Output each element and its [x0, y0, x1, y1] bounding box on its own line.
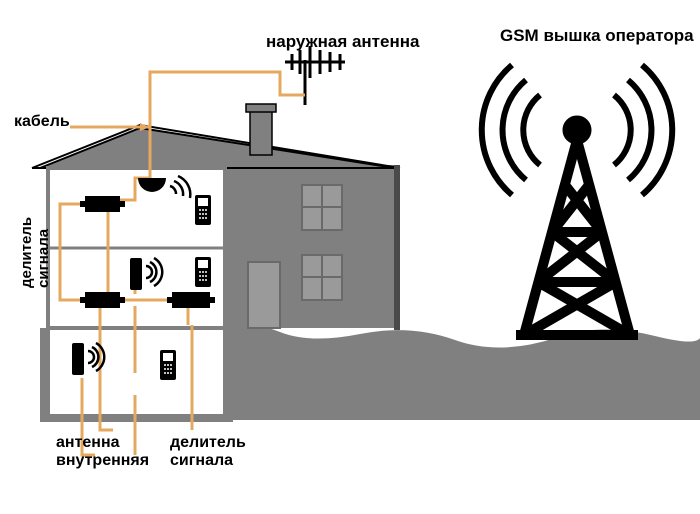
diagram-canvas: кабель наружная антенна GSM вышка операт… [0, 0, 700, 509]
splitter-mid-left [85, 292, 120, 308]
house-roof-fill [40, 128, 395, 168]
phone-2 [195, 257, 211, 287]
repeater-top [85, 196, 120, 212]
chimney-cap [246, 104, 276, 112]
label-gsm-tower: GSM вышка оператора [500, 26, 694, 46]
label-splitter-bottom: делитель сигнала [170, 434, 246, 471]
phone-3 [160, 350, 176, 380]
door [248, 262, 280, 328]
label-splitter-left: делитель сигнала [18, 217, 53, 288]
label-indoor-antenna: антенна внутренняя [56, 434, 149, 471]
basement-wall-r [225, 328, 233, 420]
splitter-mid-right [172, 292, 210, 308]
label-cable: кабель [14, 113, 70, 131]
diagram-svg [0, 0, 700, 509]
phone-1 [195, 195, 211, 225]
chimney [250, 110, 272, 155]
label-outdoor-antenna: наружная антенна [266, 32, 419, 52]
indoor-antenna-basement [72, 343, 84, 375]
basement-wall-l [40, 328, 48, 420]
gsm-tower-icon [482, 65, 672, 335]
house-right-edge [394, 165, 400, 330]
indoor-antenna-mid [130, 258, 142, 290]
